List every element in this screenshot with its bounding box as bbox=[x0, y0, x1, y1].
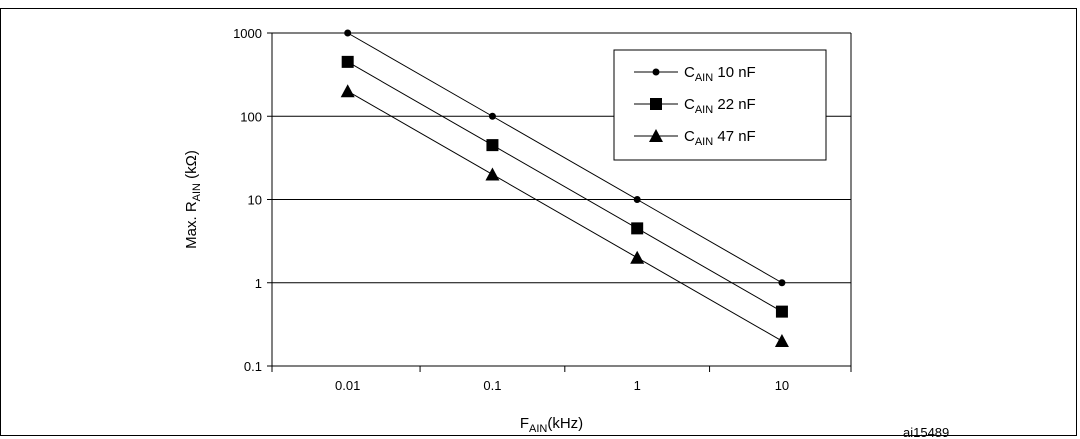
y-axis-title: Max. RAIN (kΩ) bbox=[183, 150, 203, 249]
y-tick-label: 100 bbox=[240, 109, 262, 124]
legend-label: CAIN 10 nF bbox=[684, 64, 756, 84]
x-tick-label: 1 bbox=[634, 378, 641, 393]
data-point-triangle bbox=[485, 167, 500, 181]
y-tick-label: 1 bbox=[255, 276, 262, 291]
legend-marker-triangle bbox=[649, 129, 663, 142]
x-tick-label: 10 bbox=[775, 378, 789, 393]
y-tick-label: 10 bbox=[248, 193, 262, 208]
series-line-0 bbox=[347, 32, 783, 284]
y-tick-label: 0.1 bbox=[244, 359, 262, 374]
axis-layer: 0.1 1 10 100 1000 0.01 0.1 1 10 bbox=[233, 26, 852, 393]
data-point-circle bbox=[633, 196, 641, 203]
data-point-square bbox=[775, 305, 788, 318]
caption-strip bbox=[0, 0, 1080, 5]
legend-marker-circle bbox=[652, 68, 660, 76]
data-point-circle bbox=[344, 29, 352, 37]
series-line-2 bbox=[347, 90, 783, 342]
legend: CAIN 10 nF CAIN 22 nF CAIN 47 nF bbox=[613, 49, 827, 161]
legend-label: CAIN 22 nF bbox=[684, 96, 756, 116]
x-axis-title: FAIN(kHz) bbox=[520, 415, 583, 435]
x-tick-label: 0.01 bbox=[335, 378, 360, 393]
data-point-triangle bbox=[774, 333, 789, 347]
figure-id: ai15489 bbox=[903, 425, 949, 439]
legend-marker-square bbox=[650, 98, 662, 110]
data-point-square bbox=[631, 222, 644, 235]
y-tick-label: 1000 bbox=[233, 26, 262, 41]
x-tick-label: 0.1 bbox=[483, 378, 501, 393]
data-point-triangle bbox=[340, 84, 355, 98]
data-point-circle bbox=[778, 279, 786, 287]
series-layer bbox=[340, 29, 789, 347]
data-point-circle bbox=[488, 112, 496, 120]
figure-frame bbox=[0, 8, 1077, 436]
series-line-1 bbox=[347, 61, 783, 313]
data-point-square bbox=[341, 55, 354, 68]
data-point-square bbox=[486, 139, 499, 152]
legend-label: CAIN 47 nF bbox=[684, 128, 756, 148]
data-point-triangle bbox=[630, 250, 645, 264]
